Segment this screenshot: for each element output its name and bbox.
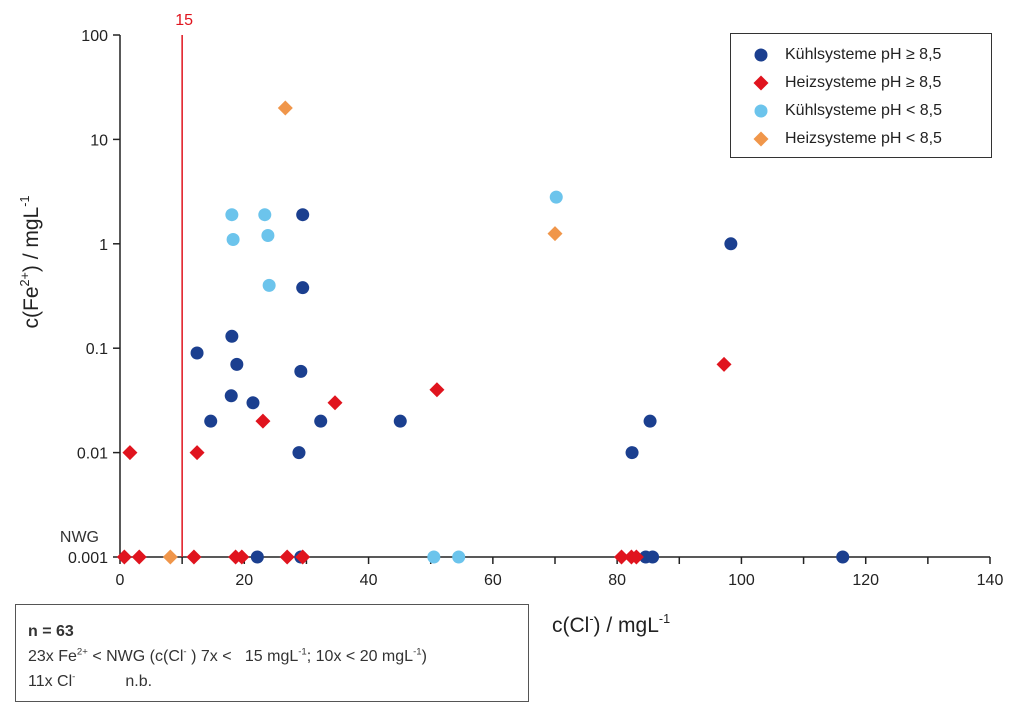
legend-label: Heizsysteme pH < 8,5: [785, 130, 942, 147]
legend-marker: [754, 48, 768, 62]
series-3: [225, 190, 563, 564]
y-tick-label: 0.01: [77, 446, 108, 463]
note-sample-count: n = 63: [28, 623, 74, 640]
series-4: [162, 100, 563, 565]
x-tick-label: 0: [116, 572, 125, 589]
data-point: [261, 229, 275, 243]
data-point: [250, 550, 264, 564]
y-label-unit-sup: -1: [18, 195, 33, 207]
data-point: [295, 549, 311, 565]
data-point: [628, 549, 644, 565]
note-below-detection: 23x Fe2+ < NWG (c(Cl- ) 7x < 15 mgL-1; 1…: [28, 646, 427, 665]
legend-label: Kühlsysteme pH ≥ 8,5: [785, 46, 942, 63]
data-point: [296, 281, 310, 295]
data-point: [258, 208, 272, 222]
diamond-marker-icon: [753, 75, 769, 91]
data-point: [429, 382, 445, 398]
data-point: [547, 226, 563, 242]
data-point: [131, 549, 147, 565]
x-label-sup: -: [589, 612, 594, 627]
data-point: [625, 446, 639, 460]
legend-item: Heizsysteme pH < 8,5: [731, 125, 942, 153]
nwg-label: NWG: [60, 529, 99, 546]
summary-note-box: n = 63 23x Fe2+ < NWG (c(Cl- ) 7x < 15 m…: [15, 604, 529, 702]
data-point: [255, 413, 271, 429]
data-point: [277, 100, 293, 116]
x-axis-label: c(Cl-) / mgL-1: [552, 612, 671, 638]
x-label-text: c(Cl: [552, 614, 590, 637]
data-point: [116, 549, 132, 565]
y-tick-label: 100: [81, 28, 108, 45]
y-tick-label: 0.001: [68, 550, 108, 567]
data-point: [262, 278, 276, 292]
data-point: [613, 549, 629, 565]
legend-marker: [754, 104, 768, 118]
data-point: [190, 346, 204, 360]
legend-marker: [753, 75, 769, 91]
data-point: [643, 414, 657, 428]
data-point: [646, 550, 660, 564]
data-point: [393, 414, 407, 428]
x-tick-label: 80: [608, 572, 626, 589]
data-point: [716, 356, 732, 372]
series-1: [190, 208, 850, 564]
legend-item: Heizsysteme pH ≥ 8,5: [731, 69, 941, 97]
x-tick-label: 100: [728, 572, 755, 589]
circle-marker-icon: [754, 48, 768, 62]
x-label-unit: ) / mgL: [593, 614, 659, 637]
data-point: [224, 389, 238, 403]
x-tick-label: 140: [977, 572, 1004, 589]
data-point: [226, 232, 240, 246]
data-point: [836, 550, 850, 564]
circle-marker-icon: [754, 104, 768, 118]
x-tick-label: 120: [852, 572, 879, 589]
y-axis-label: c(Fe2+) / mgL-1: [18, 152, 44, 372]
x-tick-label: 20: [235, 572, 253, 589]
series-2: [116, 356, 732, 565]
data-point: [724, 237, 738, 251]
data-point: [296, 208, 310, 222]
data-point: [292, 446, 306, 460]
data-point: [186, 549, 202, 565]
data-point: [225, 329, 239, 343]
legend: Kühlsysteme pH ≥ 8,5 Heizsysteme pH ≥ 8,5…: [730, 33, 992, 158]
legend-label: Heizsysteme pH ≥ 8,5: [785, 74, 942, 91]
y-tick-label: 10: [90, 132, 108, 149]
legend-label: Kühlsysteme pH < 8,5: [785, 102, 942, 119]
legend-marker: [753, 131, 769, 147]
data-point: [549, 190, 563, 204]
data-point: [279, 549, 295, 565]
diamond-marker-icon: [753, 131, 769, 147]
data-point: [294, 364, 308, 378]
data-point: [327, 395, 343, 411]
data-point: [189, 445, 205, 461]
data-point: [122, 445, 138, 461]
legend-item: Kühlsysteme pH ≥ 8,5: [731, 41, 941, 69]
reference-line-label: 15: [175, 12, 193, 29]
x-label-unit-sup: -1: [658, 612, 671, 627]
data-point: [246, 396, 260, 410]
y-label-sup: 2+: [18, 272, 33, 287]
data-point: [225, 208, 239, 222]
note-not-determined: 11x Cl-n.b.: [28, 671, 153, 690]
data-point: [204, 414, 218, 428]
data-point: [314, 414, 328, 428]
x-tick-label: 40: [360, 572, 378, 589]
y-tick-label: 0.1: [86, 341, 108, 358]
data-point: [452, 550, 466, 564]
data-point: [427, 550, 441, 564]
data-point: [162, 549, 178, 565]
x-tick-label: 60: [484, 572, 502, 589]
y-tick-label: 1: [99, 237, 108, 254]
y-label-unit: ) / mgL: [20, 206, 43, 273]
data-point: [234, 549, 250, 565]
y-label-text: c(Fe: [20, 286, 43, 329]
legend-item: Kühlsysteme pH < 8,5: [731, 97, 942, 125]
data-point: [230, 357, 244, 371]
